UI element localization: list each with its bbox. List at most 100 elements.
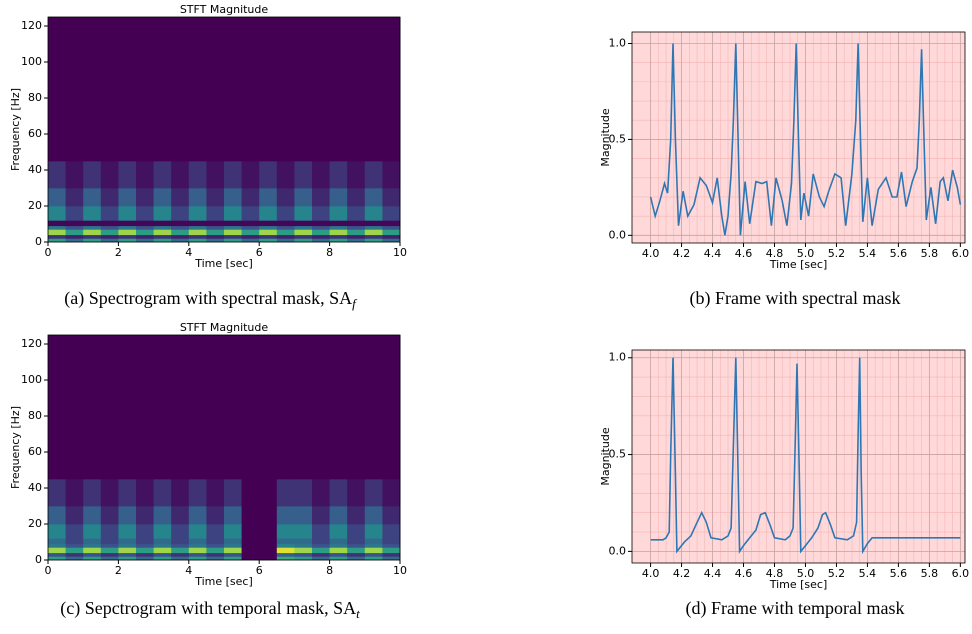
heat-cell bbox=[241, 479, 260, 507]
x-tick-label: 4.0 bbox=[642, 247, 660, 260]
heat-cell bbox=[100, 556, 119, 561]
heat-cell bbox=[153, 220, 172, 227]
heat-cell bbox=[188, 543, 207, 548]
x-tick-label: 5.4 bbox=[859, 567, 877, 580]
heat-cell bbox=[329, 220, 348, 227]
y-tick-label: 100 bbox=[21, 55, 42, 68]
heat-cell bbox=[347, 479, 366, 507]
heat-cell bbox=[100, 547, 119, 554]
y-axis-label: Frequency [Hz] bbox=[9, 88, 22, 171]
heat-cell bbox=[312, 547, 331, 554]
heat-cell bbox=[347, 17, 366, 162]
heat-cell bbox=[206, 234, 225, 239]
heat-cell bbox=[241, 229, 260, 236]
heat-cell bbox=[136, 335, 155, 480]
heat-cell bbox=[312, 234, 331, 239]
heat-cell bbox=[171, 220, 190, 227]
y-tick-label: 0.0 bbox=[609, 228, 627, 241]
heat-cell bbox=[153, 161, 172, 189]
heat-cell bbox=[294, 556, 313, 561]
heat-cell bbox=[48, 552, 67, 557]
heat-cell bbox=[100, 234, 119, 239]
heat-cell bbox=[329, 524, 348, 539]
heat-cell bbox=[382, 229, 401, 236]
heat-cell bbox=[364, 543, 383, 548]
heat-cell bbox=[329, 543, 348, 548]
caption-text: (a) Spectrogram with spectral mask, SA bbox=[64, 288, 352, 309]
heat-cell bbox=[136, 188, 155, 207]
heat-cell bbox=[136, 225, 155, 230]
heat-cell bbox=[224, 234, 243, 239]
x-tick-label: 4.4 bbox=[704, 567, 722, 580]
heat-cell bbox=[382, 506, 401, 525]
heat-cell bbox=[259, 225, 278, 230]
heat-cell bbox=[259, 543, 278, 548]
heat-cell bbox=[364, 225, 383, 230]
heat-cell bbox=[241, 17, 260, 162]
heat-cell bbox=[276, 335, 295, 480]
heat-cell bbox=[276, 17, 295, 162]
heat-cell bbox=[382, 234, 401, 239]
heat-cell bbox=[276, 229, 295, 236]
heat-cell bbox=[241, 547, 260, 554]
heat-cell bbox=[83, 538, 102, 545]
heat-cell bbox=[294, 206, 313, 221]
heat-cell bbox=[364, 161, 383, 189]
heat-cell bbox=[100, 479, 119, 507]
heat-cell bbox=[294, 234, 313, 239]
heat-cell bbox=[329, 161, 348, 189]
heat-cell bbox=[276, 220, 295, 227]
heat-cell bbox=[136, 234, 155, 239]
y-tick-label: 40 bbox=[28, 163, 42, 176]
x-tick-label: 5.2 bbox=[828, 567, 846, 580]
heat-cell bbox=[329, 17, 348, 162]
heat-cell bbox=[329, 552, 348, 557]
y-tick-label: 80 bbox=[28, 409, 42, 422]
heat-cell bbox=[347, 161, 366, 189]
heat-cell bbox=[48, 543, 67, 548]
heat-cell bbox=[65, 17, 84, 162]
caption-text: (c) Sepctrogram with temporal mask, SA bbox=[60, 598, 356, 619]
heat-cell bbox=[294, 161, 313, 189]
heat-cell bbox=[171, 506, 190, 525]
heat-cell bbox=[136, 229, 155, 236]
heat-cell bbox=[83, 188, 102, 207]
heat-cell bbox=[206, 225, 225, 230]
heat-cell bbox=[241, 543, 260, 548]
heat-cell bbox=[294, 188, 313, 207]
heat-cell bbox=[347, 188, 366, 207]
heat-cell bbox=[259, 229, 278, 236]
heat-cell bbox=[347, 552, 366, 557]
heat-cell bbox=[153, 556, 172, 561]
heat-cell bbox=[83, 229, 102, 236]
x-tick-label: 6 bbox=[256, 564, 263, 577]
heat-cell bbox=[259, 506, 278, 525]
heat-cell bbox=[171, 547, 190, 554]
heat-cell bbox=[382, 188, 401, 207]
y-tick-label: 1.0 bbox=[609, 37, 627, 50]
heat-cell bbox=[294, 506, 313, 525]
heat-cell bbox=[329, 188, 348, 207]
heat-cell bbox=[83, 220, 102, 227]
x-tick-label: 5.0 bbox=[797, 567, 815, 580]
heat-cell bbox=[136, 524, 155, 539]
heat-cell bbox=[276, 234, 295, 239]
heat-cell bbox=[65, 543, 84, 548]
heat-cell bbox=[83, 17, 102, 162]
heat-cell bbox=[259, 335, 278, 480]
heat-cell bbox=[276, 543, 295, 548]
heat-cell bbox=[382, 238, 401, 243]
heat-cell bbox=[259, 161, 278, 189]
y-axis-label: Frequency [Hz] bbox=[9, 406, 22, 489]
heat-cell bbox=[364, 17, 383, 162]
heat-cell bbox=[206, 161, 225, 189]
heat-cell bbox=[153, 17, 172, 162]
heat-cell bbox=[153, 479, 172, 507]
heat-cell bbox=[188, 524, 207, 539]
heat-cell bbox=[241, 220, 260, 227]
heat-cell bbox=[364, 524, 383, 539]
caption-subscript: t bbox=[356, 606, 360, 621]
heat-cell bbox=[153, 506, 172, 525]
heat-cell bbox=[153, 547, 172, 554]
